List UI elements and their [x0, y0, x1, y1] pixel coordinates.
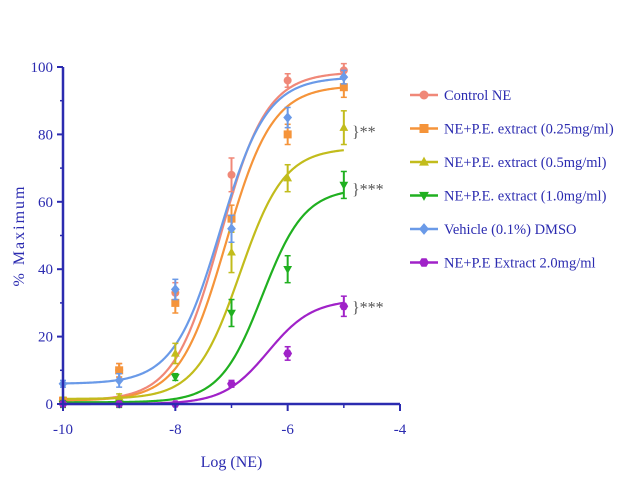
- data-point: [283, 112, 293, 123]
- points-series-5: [58, 69, 349, 389]
- y-tick-label: 100: [31, 60, 54, 76]
- legend-label: Vehicle (0.1%) DMSO: [444, 222, 577, 238]
- significance-label-1: }**: [352, 124, 376, 141]
- y-tick-label: 0: [46, 397, 54, 413]
- legend-item-4: NE+P.E. extract (1.0mg/ml): [410, 189, 607, 205]
- legend-marker: [419, 191, 429, 201]
- data-point: [227, 309, 236, 318]
- data-point: [227, 247, 236, 256]
- curve-series-4: [63, 191, 345, 404]
- data-point: [114, 375, 124, 386]
- data-point: [227, 223, 236, 234]
- legend-label: Control NE: [444, 88, 511, 104]
- x-tick-label: -6: [281, 422, 294, 438]
- legend-marker: [419, 258, 429, 267]
- legend-marker: [419, 90, 429, 100]
- fitted-curves: [62, 72, 345, 406]
- data-point: [339, 71, 349, 83]
- y-tick-label: 40: [38, 262, 53, 278]
- curve-series-3: [62, 149, 344, 400]
- data-point: [227, 379, 236, 388]
- significance-annotations: }** }*** }***: [352, 124, 384, 316]
- legend-marker: [419, 124, 429, 133]
- curve-series-5: [62, 77, 344, 385]
- y-axis-title: % Maximum: [11, 185, 28, 287]
- data-point: [283, 173, 293, 182]
- x-tick-label: -4: [394, 422, 407, 438]
- x-tick-label: -8: [169, 422, 182, 438]
- data-point: [114, 392, 124, 401]
- y-tick-label: 20: [38, 330, 53, 346]
- data-point: [227, 170, 236, 179]
- points-series-2: [59, 76, 348, 405]
- data-point: [283, 130, 292, 139]
- data-point: [170, 348, 180, 357]
- x-axis-title: Log (NE): [201, 454, 263, 471]
- data-points: [58, 62, 349, 409]
- data-point: [283, 266, 293, 274]
- points-series-1: [59, 62, 348, 405]
- significance-label-2: }***: [352, 181, 384, 198]
- legend-item-6: NE+P.E Extract 2.0mg/ml: [410, 256, 596, 272]
- curve-series-2: [62, 86, 344, 402]
- legend-item-5: Vehicle (0.1%) DMSO: [410, 222, 577, 238]
- data-point: [170, 284, 180, 295]
- legend-marker: [419, 223, 429, 235]
- legend-item-3: NE+P.E. extract (0.5mg/ml): [410, 155, 607, 171]
- legend-label: NE+P.E Extract 2.0mg/ml: [444, 256, 596, 272]
- axes: 0 20 40 60 80 100 -10 -8 -6 -4 Log (NE) % Maximum: [11, 60, 407, 471]
- data-point: [339, 83, 348, 92]
- curve-series-1: [62, 72, 344, 402]
- legend-label: NE+P.E. extract (0.25mg/ml): [444, 122, 614, 138]
- data-point: [283, 76, 292, 85]
- legend-label: NE+P.E. extract (1.0mg/ml): [444, 189, 607, 205]
- data-point: [170, 373, 180, 382]
- data-point: [115, 366, 124, 375]
- data-point: [283, 349, 293, 358]
- data-point: [339, 122, 349, 131]
- data-point: [339, 181, 349, 190]
- legend-label: NE+P.E. extract (0.5mg/ml): [444, 155, 607, 171]
- legend: Control NE NE+P.E. extract (0.25mg/ml) NE+…: [410, 88, 614, 272]
- y-tick-label: 60: [38, 195, 53, 211]
- significance-label-3: }***: [352, 299, 384, 316]
- legend-item-2: NE+P.E. extract (0.25mg/ml): [410, 122, 614, 138]
- legend-item-1: Control NE: [410, 88, 511, 104]
- data-point: [171, 298, 180, 307]
- legend-marker: [419, 156, 429, 166]
- data-point: [339, 302, 349, 311]
- y-tick-label: 80: [38, 127, 53, 143]
- x-tick-label: -10: [53, 422, 73, 438]
- points-series-6: [58, 295, 349, 408]
